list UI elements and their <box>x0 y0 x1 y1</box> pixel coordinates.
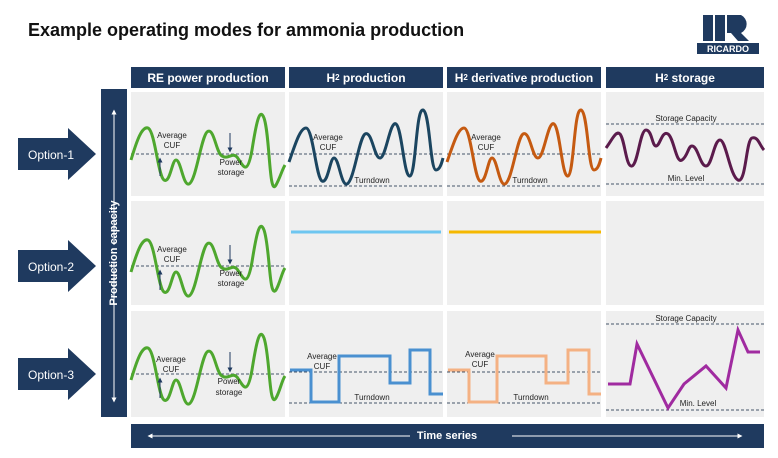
svg-text:Turndown: Turndown <box>512 176 547 185</box>
h2-storage-curve-option-1: Storage Capacity Min. Level <box>604 114 766 185</box>
time-series-label: Time series <box>416 430 478 442</box>
svg-text:Power: Power <box>218 377 241 386</box>
svg-text:Min. Level: Min. Level <box>668 174 705 183</box>
svg-text:Average: Average <box>471 133 501 142</box>
option-1-arrow <box>18 128 96 180</box>
cell-r1-c1 <box>131 92 285 196</box>
svg-text:Storage Capacity: Storage Capacity <box>655 114 716 123</box>
svg-text:Average: Average <box>156 355 186 364</box>
svg-text:Turndown: Turndown <box>354 393 389 402</box>
svg-text:CUF: CUF <box>164 255 181 264</box>
svg-text:storage: storage <box>216 388 243 397</box>
svg-text:Average: Average <box>465 350 495 359</box>
svg-text:CUF: CUF <box>478 143 495 152</box>
svg-text:Turndown: Turndown <box>354 176 389 185</box>
cell-r2-c2 <box>289 201 443 305</box>
page-title: Example operating modes for ammonia prod… <box>28 20 465 40</box>
h2-production-step-option-3: Average CUF Turndown <box>289 348 443 404</box>
h2-storage-curve-option-3: Storage Capacity Min. Level <box>606 314 764 412</box>
svg-text:storage: storage <box>218 168 245 177</box>
option-1-label: Option-1 <box>27 148 75 162</box>
svg-text:Average: Average <box>157 131 187 140</box>
option-2-label: Option-2 <box>27 260 75 274</box>
svg-text:storage: storage <box>218 279 245 288</box>
column-header-re-power: RE power production <box>131 67 285 88</box>
svg-text:Turndown: Turndown <box>513 393 548 402</box>
svg-text:CUF: CUF <box>314 362 331 371</box>
svg-text:CUF: CUF <box>164 141 181 150</box>
re-power-curve-option-1: Average CUF Power storage <box>129 112 287 189</box>
cell-r3-c1 <box>131 311 285 417</box>
re-power-curve-option-2: Average CUF Power storage <box>129 224 287 298</box>
h2-derivative-curve-option-1: Average CUF Turndown <box>445 108 603 187</box>
svg-text:Power: Power <box>220 269 243 278</box>
svg-text:Average: Average <box>313 133 343 142</box>
option-2-arrow <box>18 240 96 292</box>
option-3-label: Option-3 <box>27 368 75 382</box>
ricardo-logo: RICARDO <box>697 13 759 55</box>
h2-production-curve-option-1: Average CUF Turndown <box>287 108 445 187</box>
cell-r3-c2 <box>289 311 443 417</box>
svg-text:Storage Capacity: Storage Capacity <box>655 314 716 323</box>
re-power-curve-option-3: Average CUF Power storage <box>129 332 287 406</box>
svg-text:RICARDO: RICARDO <box>707 44 749 54</box>
svg-text:Min. Level: Min. Level <box>680 399 717 408</box>
cell-r2-c4 <box>606 201 764 305</box>
svg-text:Average: Average <box>157 245 187 254</box>
cell-r3-c3 <box>447 311 601 417</box>
svg-text:CUF: CUF <box>163 365 180 374</box>
h2-derivative-step-option-3: Average CUF Turndown <box>447 348 601 404</box>
svg-text:CUF: CUF <box>320 143 337 152</box>
svg-text:Average: Average <box>307 352 337 361</box>
svg-text:CUF: CUF <box>472 360 489 369</box>
option-3-arrow <box>18 348 96 400</box>
cell-r2-c1 <box>131 201 285 305</box>
cell-r2-c3 <box>447 201 601 305</box>
svg-text:Power: Power <box>220 158 243 167</box>
